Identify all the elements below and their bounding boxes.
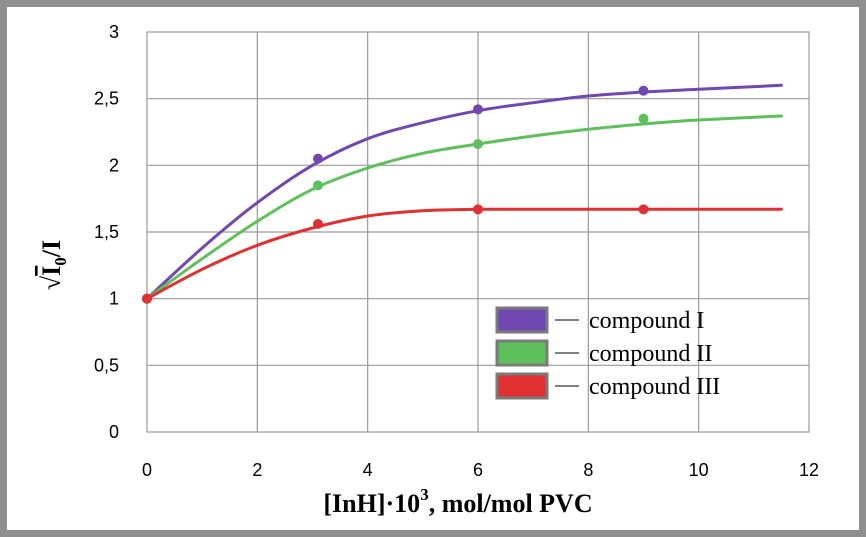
x-tick-label: 8 bbox=[583, 460, 593, 480]
data-point bbox=[638, 85, 649, 96]
x-tick-label: 10 bbox=[689, 460, 709, 480]
y-tick-label: 0 bbox=[109, 422, 119, 442]
y-axis-label: √I0/I bbox=[37, 240, 70, 290]
y-tick-label: 0,5 bbox=[94, 355, 119, 375]
series-line-1 bbox=[145, 83, 783, 301]
series-lines bbox=[142, 83, 783, 304]
y-tick-label: 3 bbox=[109, 22, 119, 42]
y-tick-label: 2,5 bbox=[94, 89, 119, 109]
y-tick-label: 2 bbox=[109, 155, 119, 175]
legend: compound I compound II compound III bbox=[495, 306, 720, 400]
y-tick-label: 1,5 bbox=[94, 222, 119, 242]
legend-label: compound II bbox=[589, 341, 712, 367]
x-axis-label: [InH]·103, mol/mol PVC bbox=[323, 485, 592, 518]
legend-swatch bbox=[495, 306, 549, 334]
grid bbox=[146, 31, 810, 433]
legend-swatch bbox=[495, 372, 549, 400]
series-line-2 bbox=[145, 114, 783, 301]
series-line-3 bbox=[145, 207, 783, 301]
x-tick-label: 6 bbox=[473, 460, 483, 480]
data-point bbox=[638, 204, 649, 215]
data-point bbox=[313, 153, 324, 164]
tick-labels: 0 0,5 1 1,5 2 2,5 3 0 2 4 6 8 10 12 bbox=[94, 22, 819, 480]
legend-label: compound III bbox=[589, 374, 720, 400]
data-point bbox=[638, 113, 649, 124]
data-point bbox=[473, 139, 483, 149]
legend-swatch bbox=[495, 339, 549, 367]
x-tick-label: 2 bbox=[252, 460, 262, 480]
data-point bbox=[142, 293, 152, 304]
x-tick-label: 0 bbox=[142, 460, 152, 480]
data-point bbox=[313, 219, 324, 229]
data-point bbox=[313, 180, 324, 191]
x-tick-label: 4 bbox=[363, 460, 373, 480]
legend-label: compound I bbox=[589, 308, 704, 334]
x-tick-label: 12 bbox=[799, 460, 819, 480]
data-point bbox=[473, 204, 483, 215]
y-tick-label: 1 bbox=[109, 289, 119, 309]
data-point bbox=[473, 104, 483, 115]
